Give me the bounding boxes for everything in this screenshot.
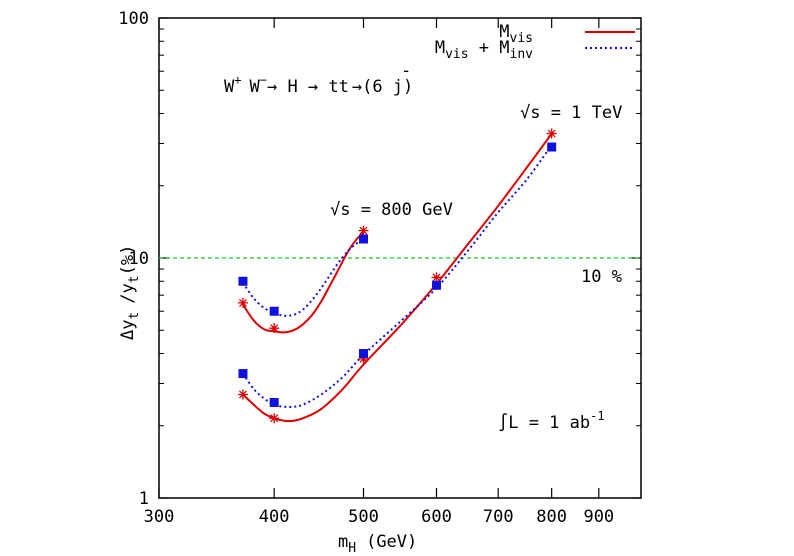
sqrt-s-1tev-label: √s = 1 TeV [520, 103, 622, 123]
data-point-star [269, 323, 280, 334]
process-annotation: W+ W−→ H → tt →(6 j) [224, 73, 413, 97]
series-line-1-0 [242, 238, 365, 317]
data-point-star [269, 413, 280, 424]
data-point-square [431, 280, 441, 290]
legend: Mvis Mvis + Minv [435, 22, 635, 62]
y-tick-label: 10 [129, 249, 149, 269]
sqrt-s-800gev-label: √s = 800 GeV [330, 200, 453, 220]
reference-line-label: 10 % [581, 267, 622, 287]
data-point-star [237, 297, 248, 308]
x-axis-title: mH (GeV) [338, 532, 417, 556]
x-tick-label: 700 [483, 507, 514, 527]
data-point-star [237, 389, 248, 400]
data-point-square [238, 276, 248, 286]
x-tick-label: 800 [536, 507, 567, 527]
y-tick-label: 1 [139, 489, 149, 509]
x-axis: 300 400 500 600 700 800 900 [144, 18, 614, 527]
x-tick-label: 400 [259, 507, 290, 527]
y-axis-title: Δyt/yt(%) [118, 245, 142, 340]
process-antitop-bar: - [401, 61, 411, 81]
x-tick-label: 500 [348, 507, 379, 527]
data-point-square [238, 369, 248, 379]
data-point-square [547, 142, 557, 152]
x-tick-label: 600 [421, 507, 452, 527]
series-markers [237, 128, 557, 424]
series-line-1-1 [242, 144, 553, 408]
data-point-star [546, 128, 557, 139]
x-tick-label: 900 [583, 507, 614, 527]
x-tick-label: 300 [144, 507, 175, 527]
data-point-star [431, 272, 442, 283]
data-point-star [358, 225, 369, 236]
data-point-star [358, 353, 369, 364]
legend-label-mvis: Mvis [499, 22, 533, 46]
data-point-square [269, 397, 279, 407]
data-point-square [359, 234, 369, 244]
y-tick-label: 100 [118, 9, 149, 29]
data-point-square [269, 306, 279, 316]
legend-label-mvis-minv: Mvis + Minv [435, 38, 533, 62]
series-line-0-1 [242, 133, 553, 422]
data-point-square [359, 349, 369, 359]
series-line-0-0 [242, 231, 365, 334]
luminosity-label: ∫L = 1 ab-1 [498, 409, 605, 433]
series-curves [242, 133, 553, 422]
